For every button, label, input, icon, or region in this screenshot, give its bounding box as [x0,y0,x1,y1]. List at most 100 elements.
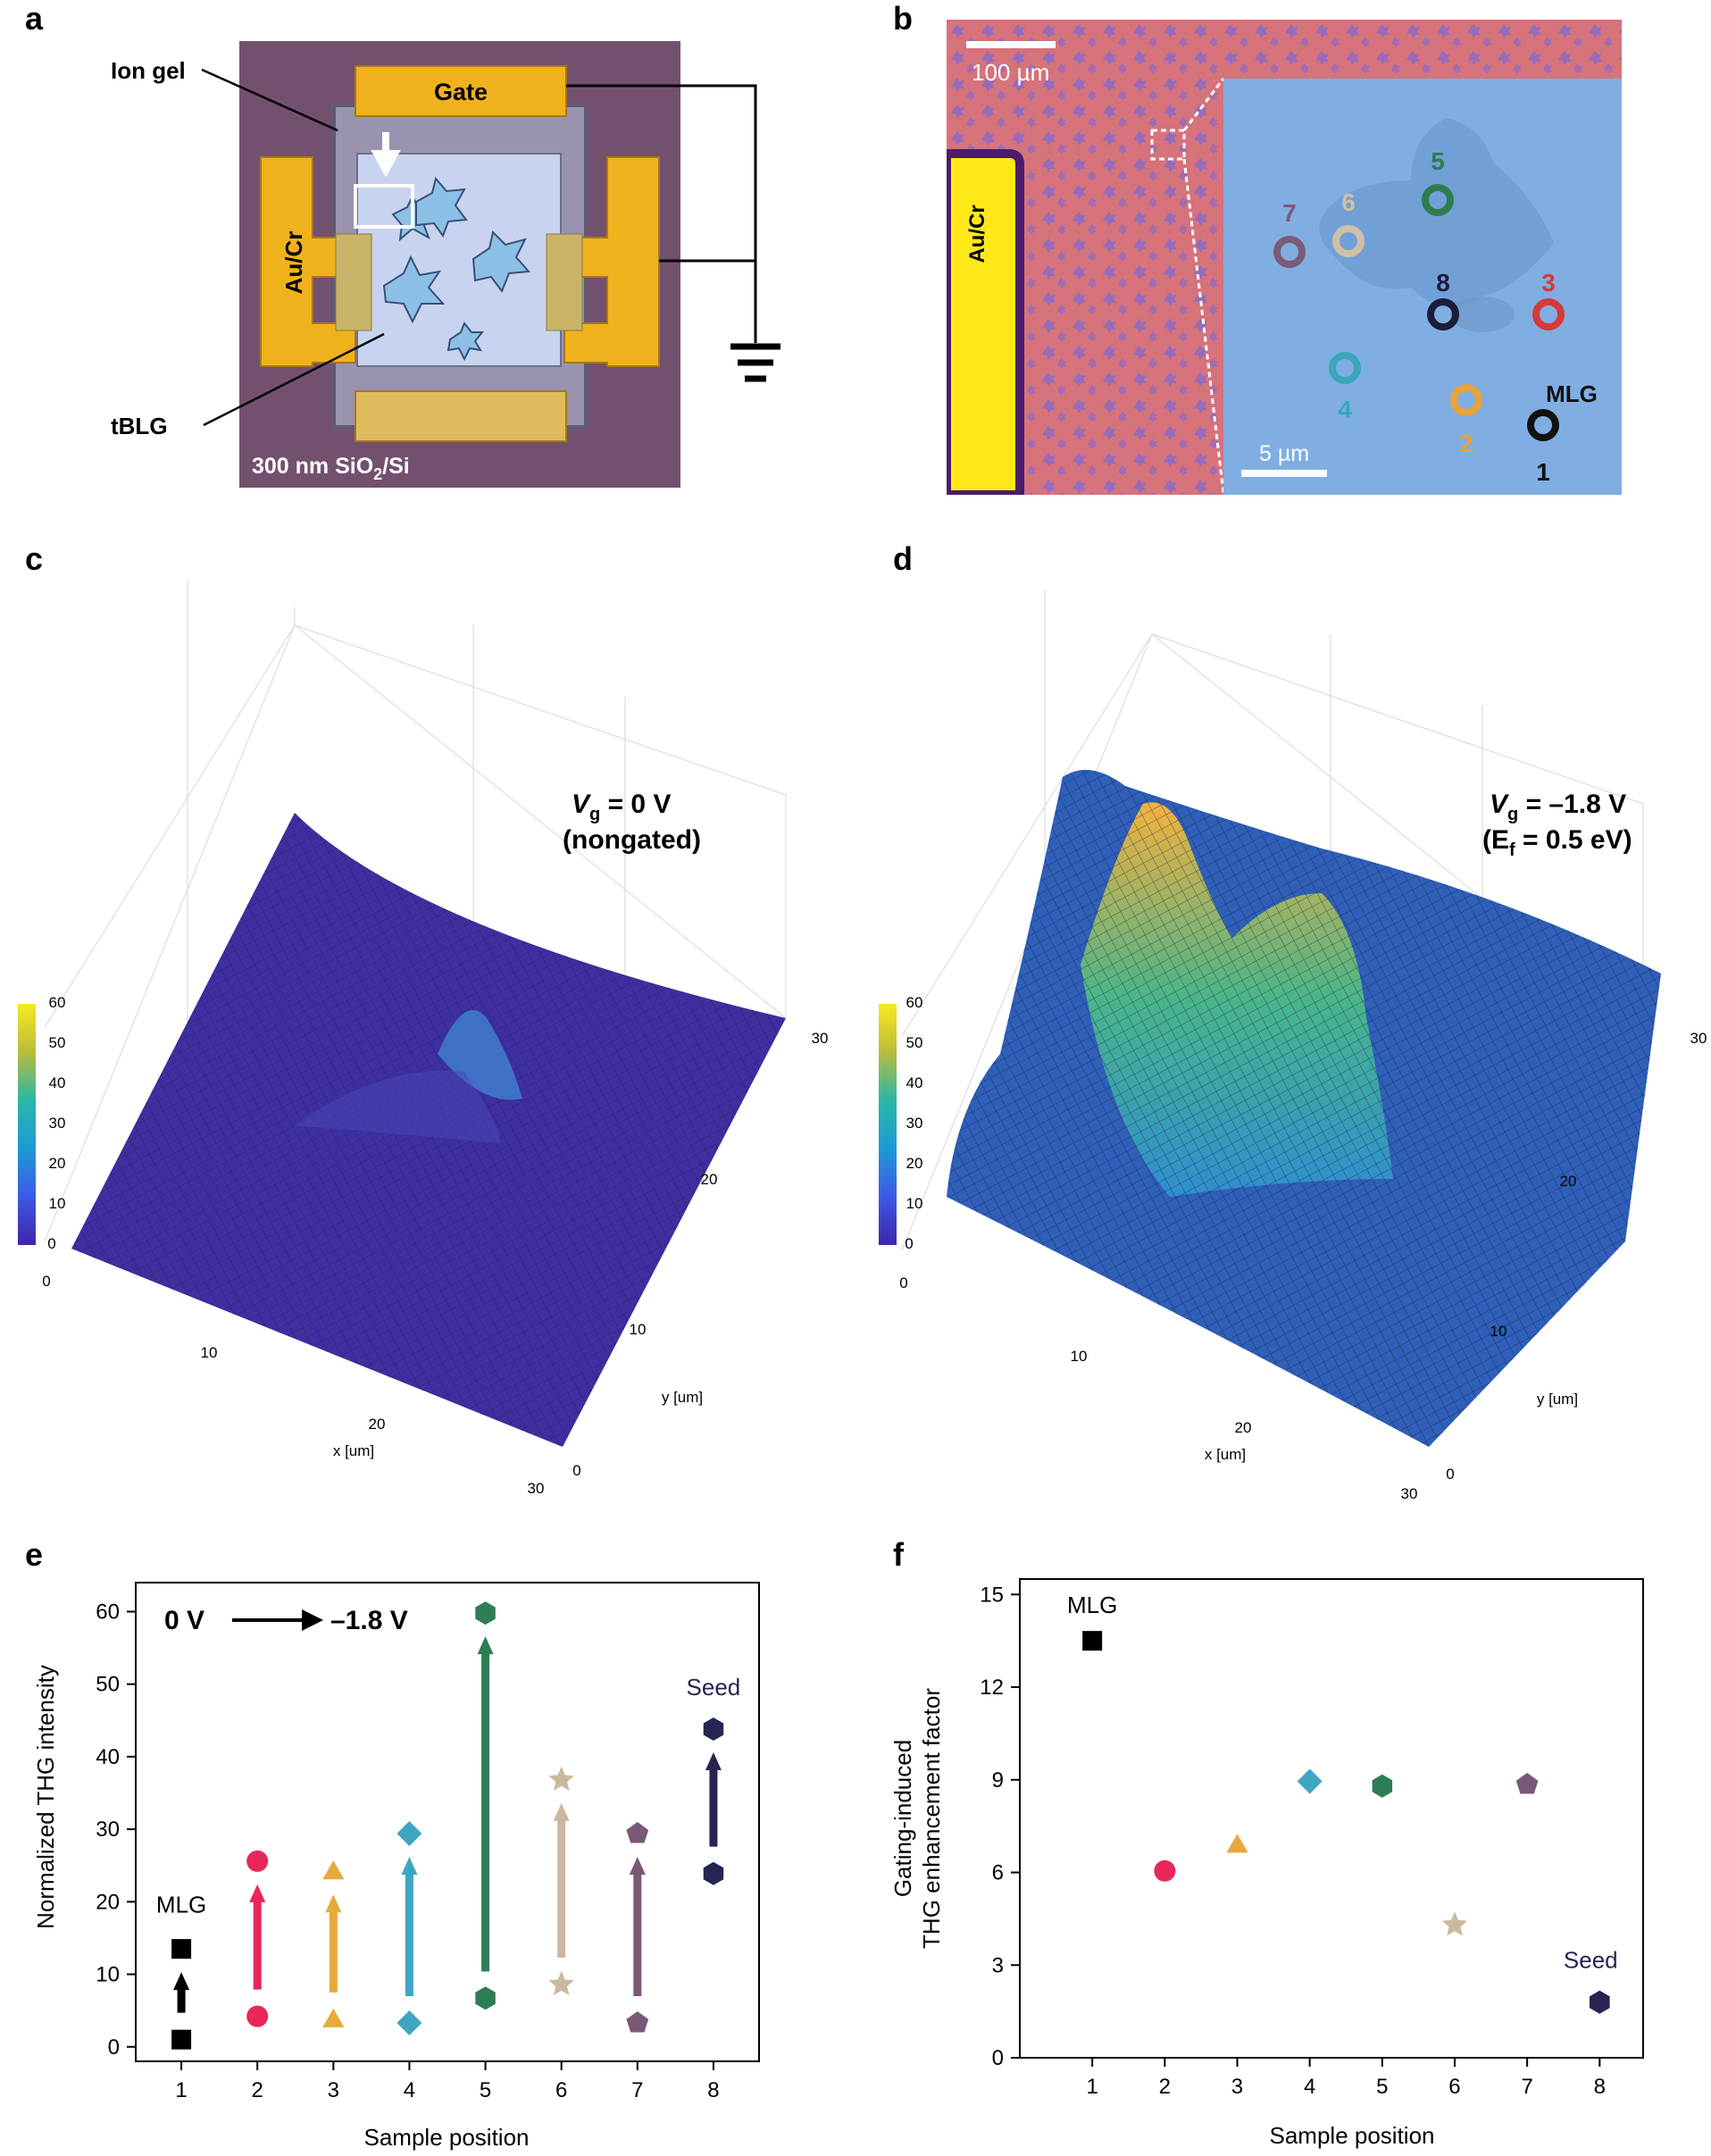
ground-icon [730,343,780,382]
annotation-d-line1: Vg = –1.8 V [1490,790,1626,824]
xlabel-d: x [um] [1205,1446,1246,1463]
annotation-c-line2: (nongated) [563,825,701,855]
legend-from-e: 0 V [164,1606,204,1635]
xlabel-e: Sample position [364,2124,530,2151]
left-pad-overlap [335,233,372,331]
panel-letter-e: e [25,1536,44,1573]
marker-before-3 [322,2008,345,2027]
f-x-tick-label: 5 [1376,2075,1388,2099]
e-y-tick-label: 0 [108,2035,120,2060]
scale-label-5um: 5 µm [1259,441,1309,466]
f-x-tick-label: 6 [1448,2075,1460,2099]
marker-2 [1154,1859,1176,1882]
x-tick-d-30: 30 [1401,1485,1418,1502]
panel-letter-c: c [25,540,44,577]
position-label-3: 3 [1541,269,1556,297]
inset-dark-spot [1450,297,1515,332]
panel-letter-f: f [893,1536,904,1573]
e-x-tick-label: 7 [631,2078,643,2102]
e-x-tick-label: 6 [555,2078,567,2102]
marker-before-5 [475,1986,496,2010]
f-x-tick-label: 3 [1231,2075,1243,2099]
colorbar-tick-d-6: 60 [906,994,923,1011]
marker-before-4 [396,2010,422,2035]
colorbar-ticks-d: 0 10 20 30 40 50 60 [905,994,922,1252]
annotation-f-mlg: MLG [1067,1592,1117,1618]
position-marker-1 [1527,409,1559,441]
marker-after-3 [322,1860,345,1880]
position-marker-2 [1450,384,1482,416]
right-pad-overlap [546,233,583,331]
colorbar-tick-d-3: 30 [906,1115,923,1132]
f-y-tick-label: 0 [992,2046,1004,2070]
surface-d-peak-mesh [1081,802,1393,1197]
position-label-1: 1 [1536,458,1550,486]
y-tick-d-0: 0 [1446,1466,1454,1483]
axis-ticks-d: 0 10 20 30 0 10 20 30 [899,1030,1707,1502]
f-y-tick-label: 15 [980,1583,1004,1607]
y-tick-d-30: 30 [1690,1030,1707,1047]
colorbar-tick-c-4: 40 [49,1074,66,1091]
e-plot-frame [135,1582,760,2062]
x-tick-c-10: 10 [201,1344,218,1361]
colorbar-tick-d-1: 10 [906,1195,923,1212]
marker-after-4 [396,1821,422,1846]
arrow-head-5 [477,1636,494,1655]
gate-wire [566,84,757,343]
f-y-tick-label: 12 [980,1675,1004,1700]
y-tick-d-20: 20 [1560,1173,1577,1190]
thg-intensity-chart: Normalized THG intensity Sample position… [32,1582,760,2151]
tblg-label: tBLG [111,413,168,439]
marker-before-7 [626,2011,649,2033]
position-marker-5 [1422,184,1454,216]
x-tick-d-10: 10 [1071,1348,1088,1365]
e-x-tick-label: 2 [252,2078,263,2102]
marker-before-1 [171,2029,192,2050]
ylabel-f-line2: THG enhancement factor [918,1688,945,1949]
position-marker-6 [1332,225,1365,257]
scale-bar-100um [966,41,1056,48]
marker-5 [1372,1774,1393,1798]
position-marker-3 [1532,298,1565,330]
marker-after-1 [171,1939,192,1960]
tblg-pointer [203,332,385,427]
position-label-8: 8 [1436,269,1450,297]
right-contact [563,156,660,367]
colorbar-tick-d-4: 40 [906,1074,923,1091]
e-x-tick-label: 1 [175,2078,187,2102]
ylabel-e: Normalized THG intensity [32,1665,59,1929]
position-label-6: 6 [1341,188,1356,216]
annotation-e-mlg: MLG [156,1892,206,1918]
y-tick-c-0: 0 [572,1462,580,1479]
e-x-tick-label: 5 [480,2078,491,2102]
colorbar-d [879,1004,897,1245]
f-x-tick-label: 4 [1304,2075,1315,2099]
colorbar-tick-d-0: 0 [905,1235,913,1252]
device-schematic: Ion gel Gate Au/Cr tBLG 300 nm SiO2/Si [111,41,780,488]
x-tick-c-30: 30 [528,1480,545,1497]
e-y-tick-label: 20 [96,1890,120,1914]
f-y-tick-label: 6 [992,1861,1004,1885]
micrograph: Au/Cr 100 µm 5 µm 1 MLG 2 3 4 5 6 7 8 [947,20,1622,495]
annotation-e-seed: Seed [687,1674,741,1701]
xlabel-f: Sample position [1270,2122,1435,2149]
surface-plot-gated: 0 10 20 30 40 50 60 Vg = –1.8 V (Ef = 0.… [879,589,1707,1502]
scale-bar-5um [1241,470,1327,477]
colorbar-tick-c-2: 20 [49,1155,66,1172]
x-tick-d-0: 0 [899,1274,907,1291]
arrow-head-6 [553,1802,570,1821]
down-arrow-icon [371,132,401,178]
substrate-label: 300 nm SiO2/Si [252,454,410,483]
e-y-tick-label: 50 [96,1673,120,1697]
panel-letter-b: b [893,0,913,37]
position-label-5: 5 [1431,147,1445,175]
position-marker-7 [1273,236,1306,268]
x-tick-c-0: 0 [42,1273,50,1290]
colorbar-tick-d-5: 50 [906,1034,923,1051]
f-x-tick-label: 1 [1086,2075,1098,2099]
bottom-electrode [355,390,567,442]
ylabel-f-line1: Gating-induced [889,1740,916,1897]
y-tick-c-20: 20 [701,1171,718,1188]
e-x-tick-label: 3 [328,2078,339,2102]
panel-letter-a: a [25,0,44,37]
